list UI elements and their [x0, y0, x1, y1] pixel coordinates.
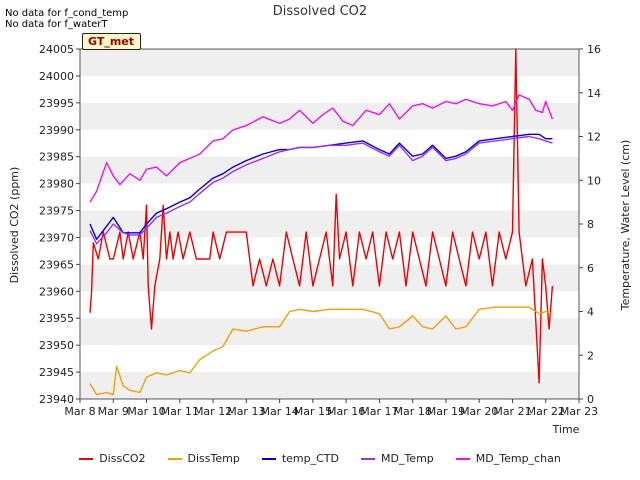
left-tick-label: 23960	[39, 285, 74, 298]
left-tick-label: 23970	[39, 231, 74, 244]
right-tick-label: 8	[587, 218, 594, 231]
legend-item-md-temp-chan: MD_Temp_chan	[455, 452, 561, 465]
x-tick-label: Mar 23	[560, 405, 598, 418]
left-tick-label: 23950	[39, 339, 74, 352]
right-tick-label: 0	[587, 393, 594, 406]
grid-band	[80, 318, 579, 346]
left-tick-label: 23965	[39, 258, 74, 271]
grid-band	[80, 156, 579, 184]
gt-met-badge: GT_met	[82, 33, 142, 50]
x-tick-label: Mar 12	[194, 405, 232, 418]
y-axis-label-left: Dissolved CO2 (ppm)	[8, 167, 21, 284]
x-tick-label: Mar 9	[98, 405, 129, 418]
grid-bands	[80, 49, 579, 399]
x-tick-label: Mar 20	[460, 405, 498, 418]
right-tick-label: 12	[587, 131, 601, 144]
right-tick-label: 6	[587, 262, 594, 275]
x-tick-label: Mar 14	[260, 405, 298, 418]
no-data-note-1: No data for f_cond_temp	[5, 8, 129, 19]
legend-label-disscO2: DissCO2	[99, 452, 146, 465]
series-line-md-temp	[89, 135, 553, 245]
legend-item-disstemp: DissTemp	[167, 452, 240, 465]
x-tick-label: Mar 8	[64, 405, 95, 418]
x-tick-label: Mar 19	[427, 405, 465, 418]
x-tick-label: Mar 22	[527, 405, 565, 418]
right-tick-label: 4	[587, 306, 594, 319]
chart-title: Dissolved CO2	[273, 4, 367, 19]
legend-item-disscO2: DissCO2	[79, 452, 146, 465]
grid-band	[80, 102, 579, 130]
left-tick-label: 23980	[39, 178, 74, 191]
right-tick-label: 10	[587, 174, 601, 187]
series-line-dissco2	[89, 48, 554, 384]
legend-swatch-disscO2	[79, 457, 94, 460]
legend: DissCO2 DissTemp temp_CTD MD_Temp MD_Tem…	[0, 452, 640, 465]
no-data-note-2: No data for f_waterT	[5, 19, 108, 30]
legend-label-disstemp: DissTemp	[187, 452, 240, 465]
series-line-disstemp	[89, 306, 553, 396]
left-tick-label: 24005	[39, 43, 74, 56]
legend-swatch-md-temp-chan	[455, 457, 470, 460]
left-tick-label: 23940	[39, 393, 74, 406]
x-tick-label: Mar 17	[360, 405, 398, 418]
left-tick-label: 23955	[39, 312, 74, 325]
x-tick-label: Mar 21	[493, 405, 531, 418]
x-tick-label: Mar 11	[161, 405, 199, 418]
left-tick-label: 24000	[39, 70, 74, 83]
legend-item-md-temp: MD_Temp	[361, 452, 434, 465]
legend-swatch-md-temp	[361, 457, 375, 460]
right-tick-label: 14	[587, 87, 601, 100]
right-tick-label: 2	[587, 349, 594, 362]
y-axis-label-right: Temperature, Water Level (cm)	[619, 140, 632, 312]
series-line-md-temp-chan	[89, 94, 554, 203]
x-axis-label: Time	[552, 423, 580, 436]
right-axis: 0 2 4 6 8 10 12 14 16	[579, 43, 601, 406]
left-tick-label: 23945	[39, 366, 74, 379]
x-tick-label: Mar 16	[327, 405, 365, 418]
legend-swatch-disstemp	[167, 457, 182, 460]
x-tick-label: Mar 15	[294, 405, 332, 418]
series-layer	[89, 48, 554, 396]
legend-item-temp-ctd: temp_CTD	[261, 452, 339, 465]
left-tick-label: 23985	[39, 151, 74, 164]
left-tick-label: 23975	[39, 205, 74, 218]
grid-band	[80, 372, 579, 399]
legend-label-temp-ctd: temp_CTD	[281, 452, 339, 465]
legend-swatch-temp-ctd	[261, 457, 276, 460]
legend-label-md-temp-chan: MD_Temp_chan	[475, 452, 561, 465]
x-tick-label: Mar 13	[227, 405, 265, 418]
left-tick-label: 23990	[39, 124, 74, 137]
grid-band	[80, 264, 579, 292]
left-axis: 23940 23945 23950 23955 23960 23965 23970 23975…	[39, 43, 80, 406]
x-tick-label: Mar 18	[394, 405, 432, 418]
right-tick-label: 16	[587, 43, 601, 56]
grid-band	[80, 49, 579, 76]
legend-label-md-temp: MD_Temp	[381, 452, 434, 465]
left-tick-label: 23995	[39, 97, 74, 110]
x-tick-label: Mar 10	[127, 405, 165, 418]
